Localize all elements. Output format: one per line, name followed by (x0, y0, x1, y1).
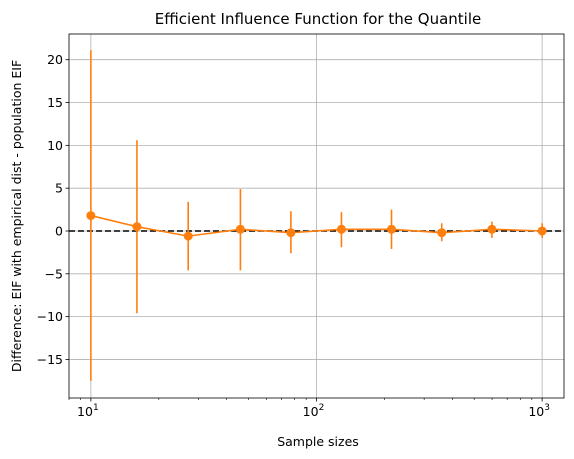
x-axis-label: Sample sizes (277, 434, 359, 449)
chart-title: Efficient Influence Function for the Qua… (155, 10, 481, 28)
y-tick-label: −5 (45, 266, 63, 281)
data-point (336, 224, 346, 234)
y-tick-label: 20 (47, 52, 63, 67)
series-group (86, 50, 547, 381)
y-tick-label: 0 (55, 223, 63, 238)
y-tick-label: −15 (37, 352, 63, 367)
x-axis-ticks: 101 102 103 (68, 398, 550, 419)
x-tick-base: 10 (77, 404, 93, 419)
x-tick-base: 10 (303, 404, 319, 419)
data-point (286, 228, 296, 238)
data-point (235, 224, 245, 234)
x-tick-base: 10 (528, 404, 544, 419)
data-point (132, 222, 142, 232)
data-point (86, 211, 96, 221)
data-point (437, 228, 447, 238)
y-axis-ticks: 20 15 10 5 0 −5 −10 −15 (37, 52, 69, 367)
x-tick-label: 103 (528, 403, 550, 419)
x-tick-label: 101 (77, 403, 99, 419)
x-tick-exponent: 1 (93, 403, 99, 413)
x-tick-exponent: 2 (319, 403, 325, 413)
data-point (183, 231, 193, 241)
y-tick-label: −10 (37, 309, 63, 324)
y-tick-label: 15 (47, 95, 63, 110)
x-tick-label: 102 (303, 403, 325, 419)
data-point (487, 224, 497, 234)
data-point (387, 224, 397, 234)
y-tick-label: 5 (55, 181, 63, 196)
data-point (537, 226, 547, 236)
y-axis-label: Difference: EIF with empirical dist - po… (9, 60, 24, 372)
x-tick-exponent: 3 (544, 403, 550, 413)
series-line (90, 214, 543, 237)
y-tick-label: 10 (47, 138, 63, 153)
